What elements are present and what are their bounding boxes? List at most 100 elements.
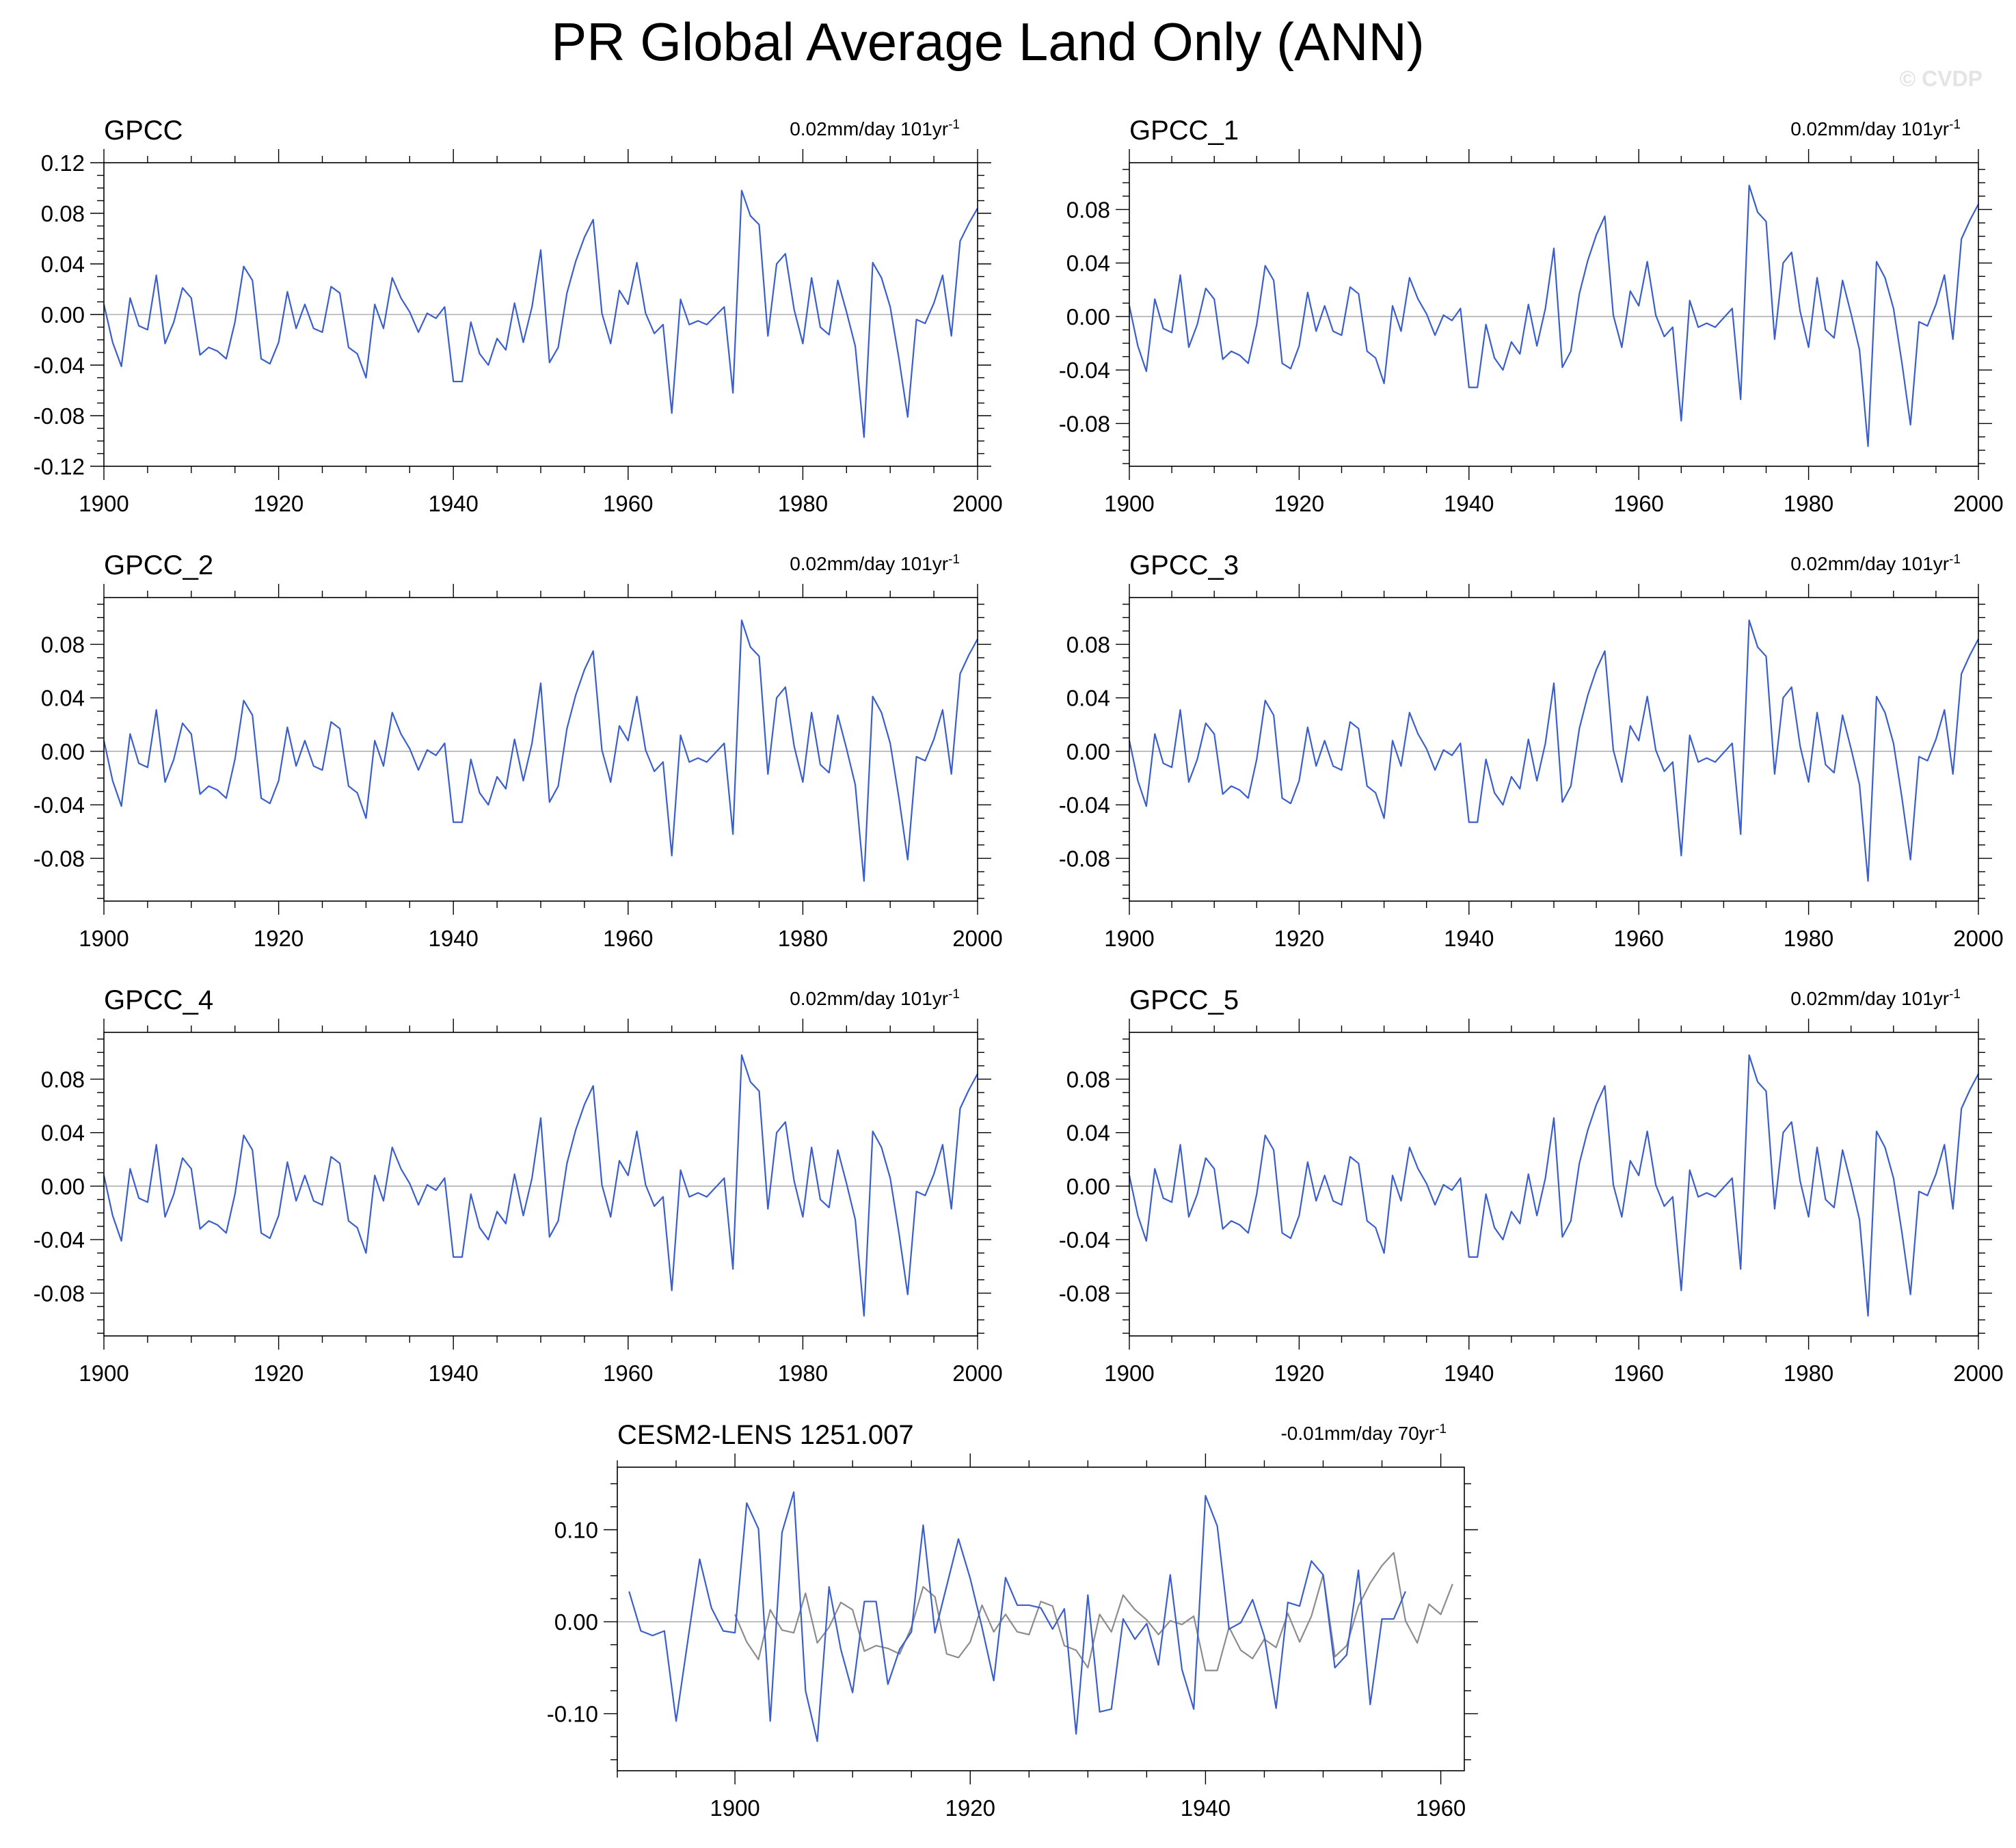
panel-title: GPCC_5 — [1129, 985, 1239, 1015]
trend-label-exponent: -1 — [948, 987, 960, 1002]
plot-frame — [1129, 1032, 1979, 1337]
y-tick-label: -0.04 — [33, 1227, 85, 1253]
panel-title: GPCC — [104, 116, 183, 146]
x-tick-label: 1980 — [1784, 1361, 1833, 1386]
trend-label-exponent: -1 — [1949, 552, 1961, 567]
trend-label-text: 0.02mm/day 101yr — [790, 988, 948, 1009]
y-tick-label: -0.04 — [1059, 792, 1110, 818]
chart-panel: GPCC_2 0.02mm/day 101yr-1 -0.08 -0.04 0.00 0.… — [33, 550, 1003, 951]
x-tick-label: 1940 — [428, 491, 478, 516]
y-tick-label: 0.10 — [554, 1517, 598, 1542]
x-tick-label: 1920 — [254, 491, 304, 516]
y-tick-label: 0.00 — [41, 302, 85, 327]
y-tick-label: 0.04 — [41, 686, 85, 711]
y-tick-label: 0.00 — [1066, 304, 1110, 330]
trend-label-text: 0.02mm/day 101yr — [1790, 553, 1949, 574]
trend-label-exponent: -1 — [948, 552, 960, 567]
x-tick-label: 1960 — [603, 491, 653, 516]
y-tick-label: -0.08 — [1059, 411, 1110, 436]
series-line-primary — [1128, 1054, 1979, 1317]
y-tick-label: 0.08 — [1066, 1067, 1110, 1092]
panel-trend-label: 0.02mm/day 101yr-1 — [790, 987, 960, 1009]
trend-label-text: 0.02mm/day 101yr — [1790, 988, 1949, 1009]
y-tick-label: -0.04 — [33, 353, 85, 378]
panel-trend-label: 0.02mm/day 101yr-1 — [790, 118, 960, 139]
x-tick-label: 1900 — [79, 491, 129, 516]
series-line-primary — [1128, 619, 1979, 882]
y-tick-label: 0.08 — [41, 201, 85, 226]
y-tick-label: 0.04 — [1066, 251, 1110, 276]
chart-panel: GPCC_1 0.02mm/day 101yr-1 -0.08 -0.04 0.00 0.… — [1059, 116, 2004, 516]
x-tick-label: 1900 — [710, 1795, 760, 1821]
x-tick-label: 1980 — [778, 1361, 828, 1386]
x-tick-label: 1960 — [1416, 1795, 1466, 1821]
series-line-primary — [103, 619, 978, 882]
y-tick-label: -0.08 — [33, 846, 85, 871]
plot-frame — [1129, 597, 1979, 902]
panel-title: GPCC_4 — [104, 985, 213, 1015]
x-tick-label: 1940 — [428, 926, 478, 951]
y-tick-label: -0.08 — [33, 1281, 85, 1306]
x-tick-label: 1920 — [1274, 926, 1324, 951]
panel-trend-label: 0.02mm/day 101yr-1 — [790, 552, 960, 574]
x-tick-label: 1900 — [1104, 1361, 1154, 1386]
panel-title: GPCC_3 — [1129, 550, 1239, 580]
y-tick-label: 0.08 — [1066, 632, 1110, 657]
y-tick-label: -0.10 — [547, 1702, 598, 1727]
trend-label-text: -0.01mm/day 70yr — [1280, 1423, 1435, 1444]
x-tick-label: 1940 — [1444, 926, 1494, 951]
x-tick-label: 1960 — [1613, 926, 1663, 951]
panel-trend-label: -0.01mm/day 70yr-1 — [1280, 1422, 1447, 1444]
chart-panel: GPCC 0.02mm/day 101yr-1 -0.12 -0.08 -0.04 0.0… — [33, 116, 1003, 516]
trend-label-exponent: -1 — [1949, 118, 1961, 132]
series-line-primary — [628, 1491, 1406, 1743]
y-tick-label: -0.12 — [33, 454, 85, 479]
x-tick-label: 1920 — [254, 1361, 304, 1386]
x-tick-label: 1940 — [1444, 491, 1494, 516]
panel-title: GPCC_1 — [1129, 116, 1239, 146]
x-tick-label: 1920 — [254, 926, 304, 951]
x-tick-label: 1960 — [1613, 1361, 1663, 1386]
x-tick-label: 2000 — [952, 926, 1002, 951]
panel-trend-label: 0.02mm/day 101yr-1 — [1790, 987, 1961, 1009]
panel-trend-label: 0.02mm/day 101yr-1 — [1790, 552, 1961, 574]
trend-label-text: 0.02mm/day 101yr — [790, 118, 948, 139]
x-tick-label: 1900 — [1104, 926, 1154, 951]
chart-panel: GPCC_4 0.02mm/day 101yr-1 -0.08 -0.04 0.00 0.… — [33, 985, 1003, 1386]
x-tick-label: 1920 — [1274, 491, 1324, 516]
series-line-observation — [734, 1552, 1453, 1672]
watermark: © CVDP — [1900, 66, 1983, 91]
series-line-primary — [103, 1054, 978, 1317]
y-tick-label: 0.00 — [41, 1174, 85, 1199]
chart-panel: GPCC_3 0.02mm/day 101yr-1 -0.08 -0.04 0.00 0.… — [1059, 550, 2004, 951]
x-tick-label: 1920 — [1274, 1361, 1324, 1386]
series-line-primary — [1128, 185, 1979, 447]
x-tick-label: 1920 — [945, 1795, 995, 1821]
y-tick-label: 0.00 — [1066, 739, 1110, 764]
y-tick-label: 0.08 — [1066, 197, 1110, 222]
x-tick-label: 2000 — [952, 1361, 1002, 1386]
y-tick-label: 0.04 — [41, 1121, 85, 1146]
series-line-primary — [103, 189, 978, 438]
x-tick-label: 1940 — [1444, 1361, 1494, 1386]
y-tick-label: 0.08 — [41, 632, 85, 657]
panel-title: GPCC_2 — [104, 550, 213, 580]
x-tick-label: 1960 — [1613, 491, 1663, 516]
trend-label-exponent: -1 — [948, 118, 960, 132]
y-tick-label: 0.08 — [41, 1067, 85, 1092]
y-tick-label: 0.04 — [41, 252, 85, 277]
x-tick-label: 1900 — [79, 926, 129, 951]
trend-label-exponent: -1 — [1949, 987, 1961, 1002]
x-tick-label: 1980 — [1784, 491, 1833, 516]
main-title: PR Global Average Land Only (ANN) — [551, 12, 1425, 72]
panel-trend-label: 0.02mm/day 101yr-1 — [1790, 118, 1961, 139]
chart-panel: GPCC_5 0.02mm/day 101yr-1 -0.08 -0.04 0.00 0.… — [1059, 985, 2004, 1386]
x-tick-label: 2000 — [952, 491, 1002, 516]
plot-frame — [1129, 162, 1979, 467]
y-tick-label: 0.00 — [1066, 1174, 1110, 1199]
x-tick-label: 1980 — [778, 926, 828, 951]
plot-frame — [103, 1032, 978, 1337]
plot-frame — [103, 162, 978, 467]
x-tick-label: 1900 — [1104, 491, 1154, 516]
